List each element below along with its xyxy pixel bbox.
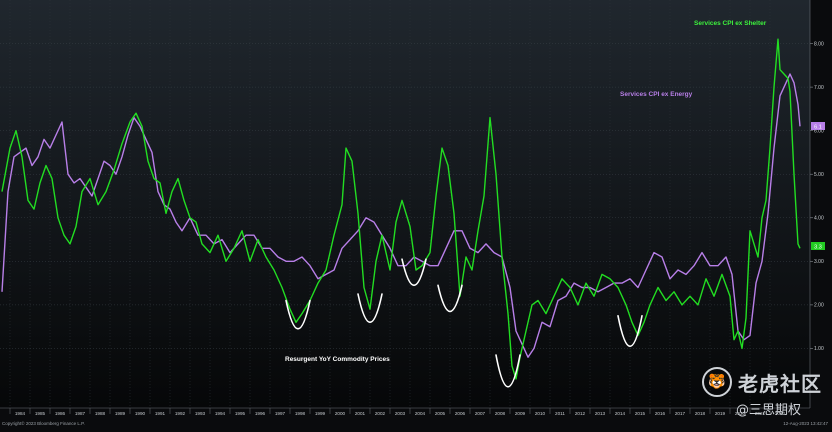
- right-axis-panel: [810, 0, 832, 408]
- x-tick-label: 2019: [715, 411, 726, 416]
- x-tick-label: 1985: [35, 411, 46, 416]
- footer-copyright: Copyright© 2023 Bloomberg Finance L.P.: [2, 420, 85, 426]
- y-tick-label: 8.00: [814, 41, 824, 47]
- bottom-axis-panel: [0, 408, 832, 432]
- x-tick-label: 2008: [495, 411, 506, 416]
- x-tick-label: 1991: [155, 411, 166, 416]
- x-tick-label: 2017: [675, 411, 686, 416]
- x-tick-label: 1993: [195, 411, 206, 416]
- x-tick-label: 2004: [415, 411, 426, 416]
- x-tick-label: 2012: [575, 411, 586, 416]
- x-tick-label: 2022: [775, 411, 786, 416]
- x-tick-label: 1996: [255, 411, 266, 416]
- footer-timestamp: 12-Aug-2023 13:42:47: [783, 421, 828, 426]
- x-tick-label: 2013: [595, 411, 606, 416]
- x-tick-label: 1994: [215, 411, 226, 416]
- y-tick-label: 6.00: [814, 128, 824, 134]
- x-tick-label: 1987: [75, 411, 86, 416]
- x-tick-label: 1986: [55, 411, 66, 416]
- x-tick-label: 1992: [175, 411, 186, 416]
- plot-background: [0, 0, 810, 408]
- y-axis: 1.00 2.00 3.00 4.00 5.00 6.00 7.00 8.00: [809, 0, 824, 408]
- y-tick-label: 4.00: [814, 216, 824, 222]
- grid: [0, 0, 810, 408]
- commodity-arc: [437, 284, 463, 312]
- commodity-arc: [357, 293, 383, 324]
- series-line-services-cpi-ex-energy: [1, 73, 801, 358]
- badge-energy-value: 6.1: [814, 125, 822, 131]
- x-tick-label: 1999: [315, 411, 326, 416]
- annotation-services-cpi-ex-shelter: Services CPI ex Shelter: [694, 20, 767, 27]
- x-tick-label: 2009: [515, 411, 526, 416]
- annotation-services-cpi-ex-energy: Services CPI ex Energy: [620, 91, 693, 98]
- annotation-resurgent: Resurgent YoY Commodity Prices: [285, 356, 390, 363]
- badge-shelter-bg: [811, 242, 825, 250]
- x-tick-label: 1990: [135, 411, 146, 416]
- tiger-logo-icon: 🐯: [702, 367, 732, 397]
- x-tick-label: 1995: [235, 411, 246, 416]
- x-tick-label: 2010: [535, 411, 546, 416]
- commodity-arc: [285, 299, 311, 330]
- x-tick-label: 2006: [455, 411, 466, 416]
- badge-shelter: 3.3: [811, 242, 825, 251]
- x-tick-label: 2007: [475, 411, 486, 416]
- x-tick-label: 2002: [375, 411, 386, 416]
- x-tick-label: 2001: [355, 411, 366, 416]
- arc-layer: [285, 258, 643, 388]
- watermark-title: 老虎社区: [738, 371, 822, 396]
- watermark-subtitle: @三思期权: [736, 403, 802, 418]
- x-tick-label: 1997: [275, 411, 286, 416]
- x-tick-label: 2016: [655, 411, 666, 416]
- x-tick-label: 1998: [295, 411, 306, 416]
- x-tick-label: 2018: [695, 411, 706, 416]
- x-tick-label: 2014: [615, 411, 626, 416]
- x-tick-label: 1989: [115, 411, 126, 416]
- x-tick-label: 2003: [395, 411, 406, 416]
- x-tick-label: 2000: [335, 411, 346, 416]
- x-tick-label: 2005: [435, 411, 446, 416]
- y-tick-label: 2.00: [814, 303, 824, 309]
- x-tick-label: 2015: [635, 411, 646, 416]
- commodity-arc: [617, 315, 643, 348]
- x-tick-label: 2021: [755, 411, 766, 416]
- y-tick-label: 3.00: [814, 259, 824, 265]
- badge-shelter-value: 3.3: [814, 245, 822, 251]
- badge-energy: 6.1: [811, 122, 825, 131]
- y-tick-label: 1.00: [814, 346, 824, 352]
- commodity-arc: [495, 354, 521, 388]
- x-axis: 1984 1985 1986 1987 1988 1989 1990 1991 1992 1993…: [0, 407, 810, 416]
- x-tick-label: 1984: [15, 411, 26, 416]
- commodity-arc: [401, 258, 427, 286]
- y-tick-label: 5.00: [814, 172, 824, 178]
- x-tick-label: 1988: [95, 411, 106, 416]
- watermark: 🐯 老虎社区 @三思期权: [702, 367, 822, 418]
- badge-energy-bg: [811, 122, 825, 130]
- y-tick-label: 7.00: [814, 85, 824, 91]
- x-tick-label: 2020: [735, 411, 746, 416]
- x-tick-label: 2011: [555, 411, 565, 416]
